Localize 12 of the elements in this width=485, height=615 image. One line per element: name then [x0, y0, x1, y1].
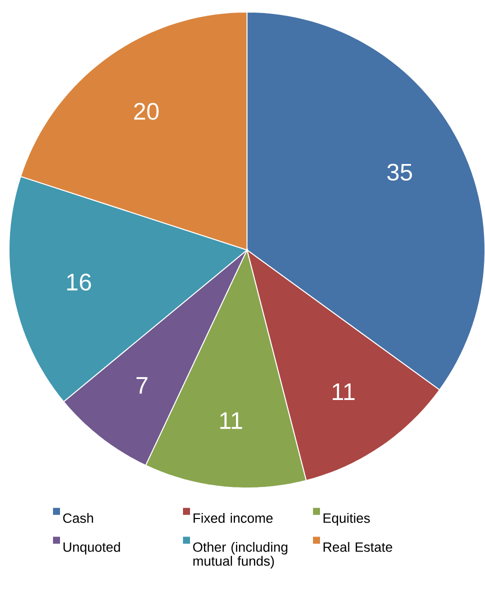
data-label: 11: [332, 383, 354, 400]
data-label: 16: [66, 274, 91, 291]
legend-label: Fixed income: [193, 513, 272, 523]
legend-label: Equities: [323, 513, 370, 526]
data-label: 20: [134, 102, 158, 120]
legend-label: Cash: [62, 513, 93, 523]
legend-label: Other (including mutual funds): [192, 542, 288, 568]
data-label: 35: [387, 164, 412, 181]
data-label: 11: [220, 412, 242, 429]
legend-label: Unquoted: [63, 542, 120, 555]
data-label: 7: [136, 377, 148, 394]
legend-label: Real Estate: [323, 542, 392, 552]
